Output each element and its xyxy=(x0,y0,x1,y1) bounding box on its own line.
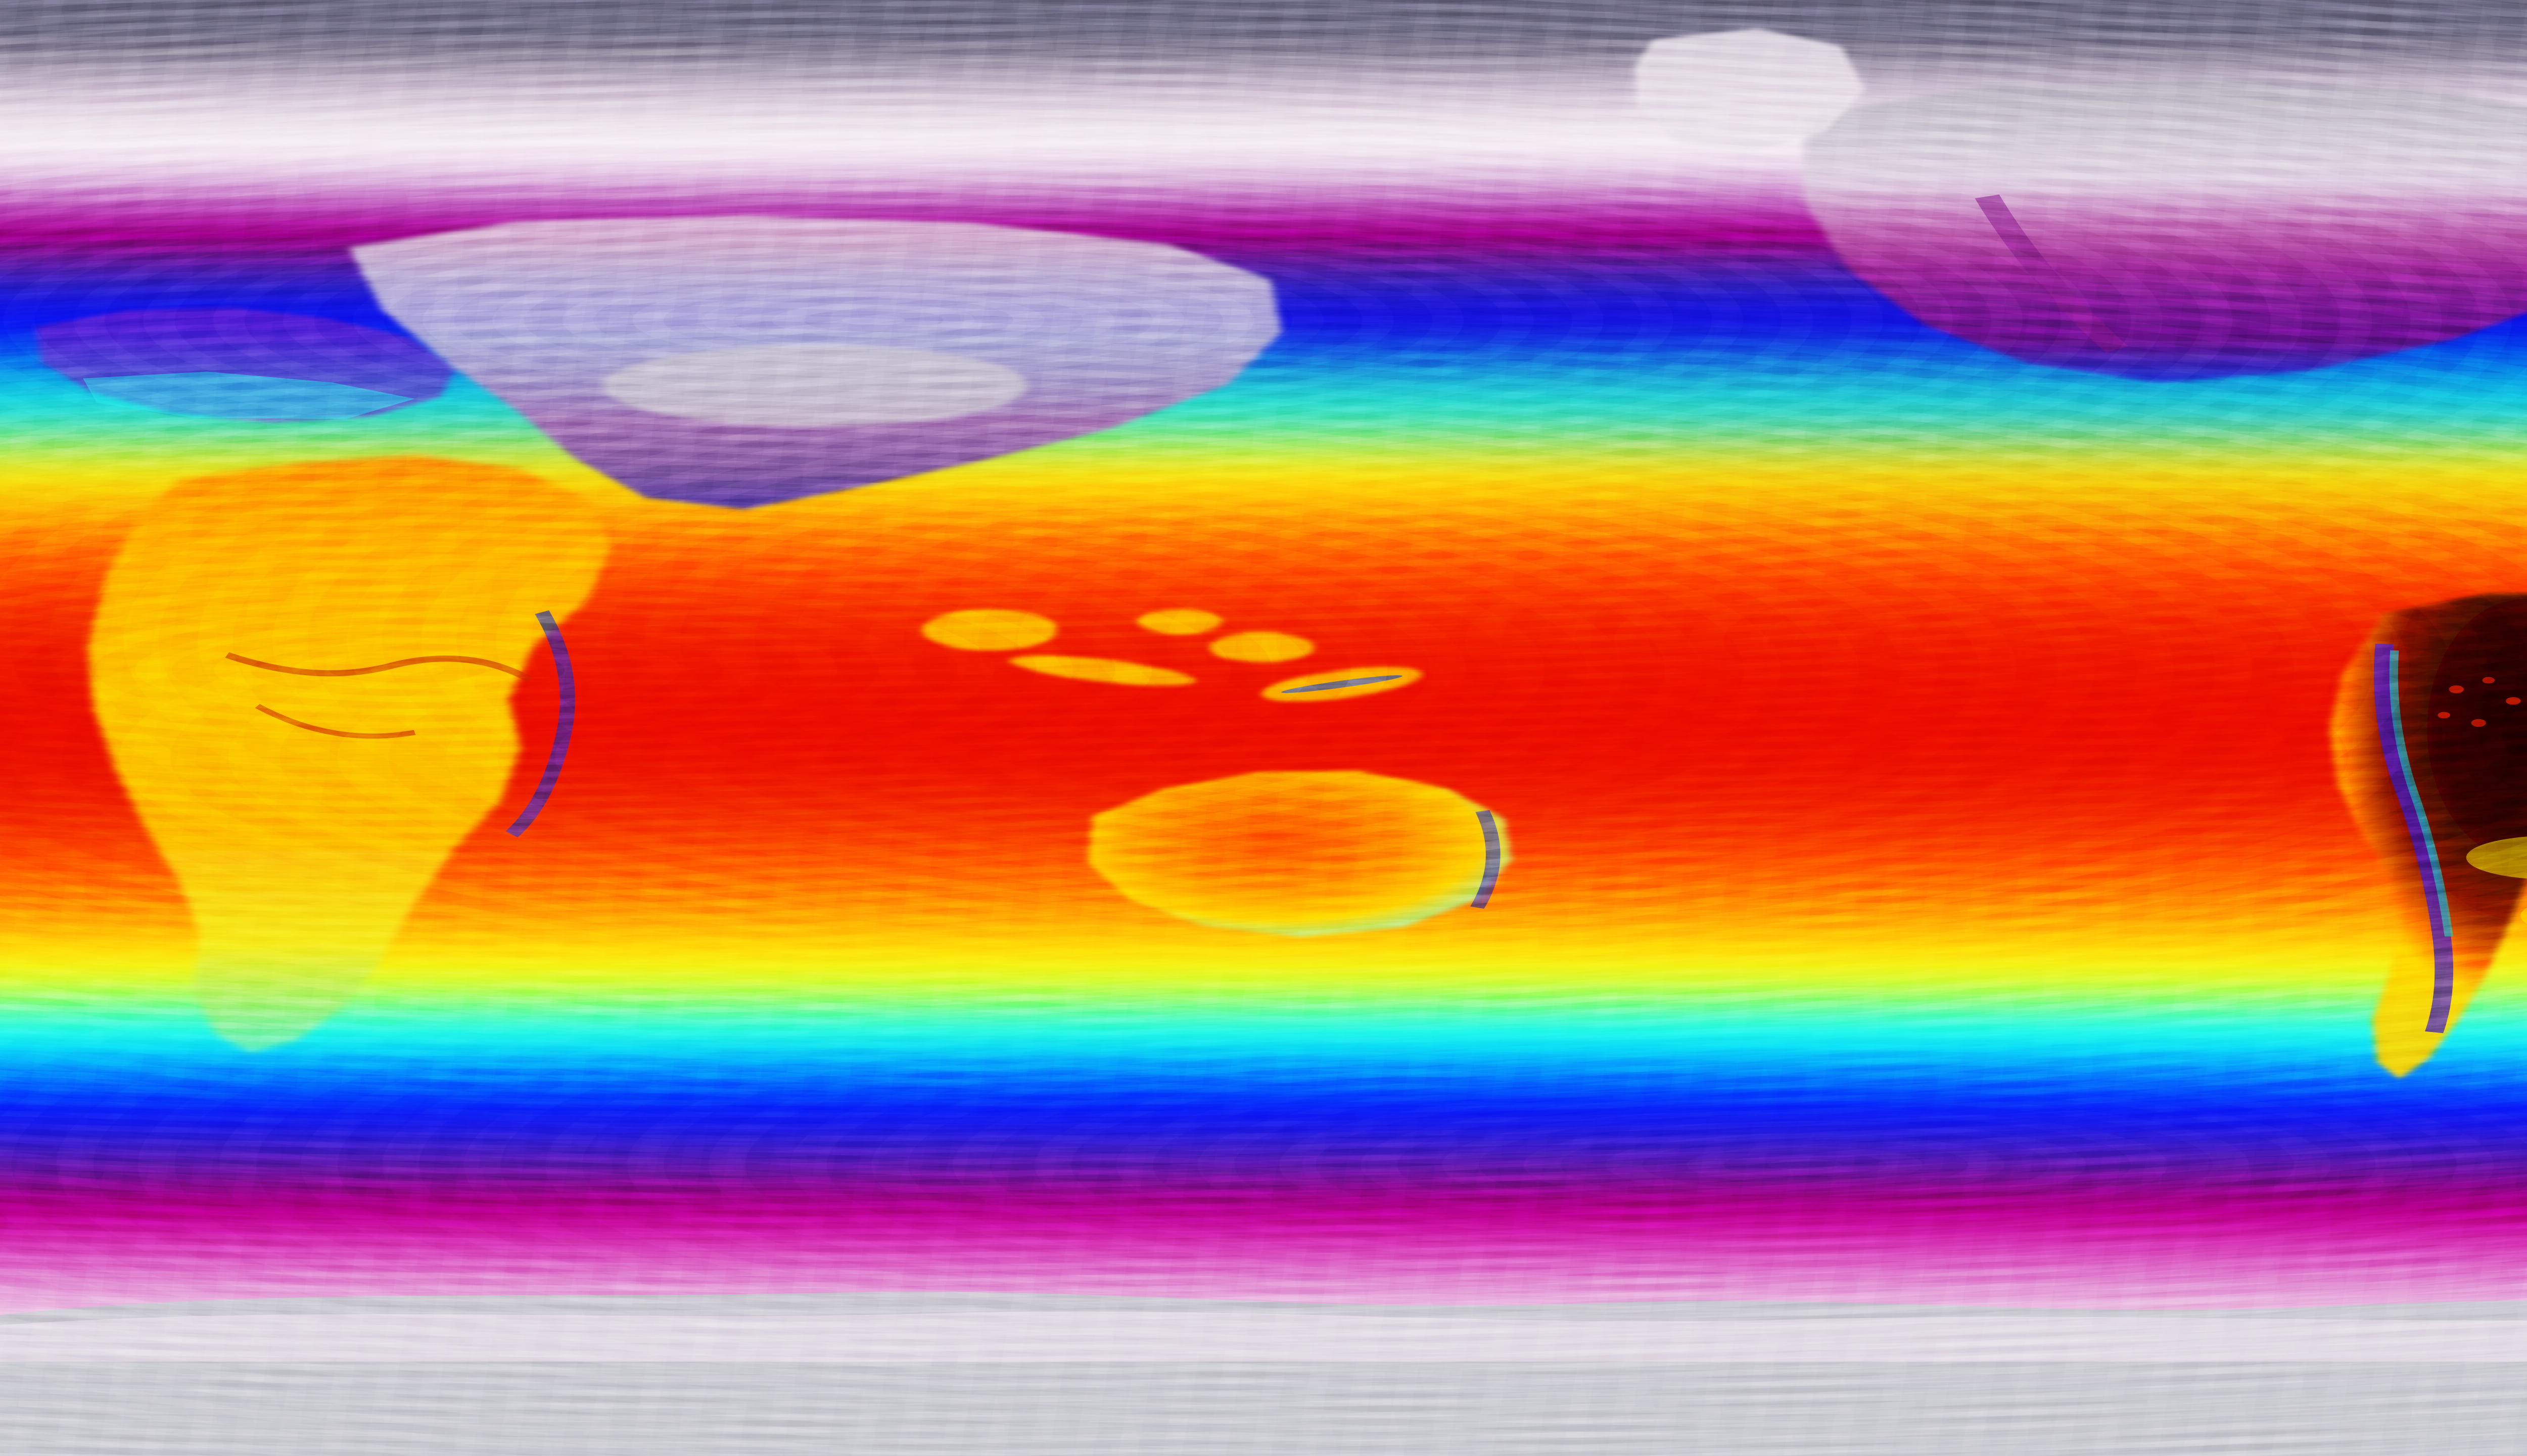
continent-south-america xyxy=(2271,553,2527,1136)
maritime-continent-islands xyxy=(903,582,1427,786)
continent-australia xyxy=(1019,728,1572,991)
continent-north-america xyxy=(1747,58,2527,495)
continent-africa xyxy=(0,349,757,1164)
continent-europe xyxy=(0,276,553,480)
greenland-ice-sheet xyxy=(1572,15,1921,175)
continent-asia xyxy=(320,204,1310,582)
continent-antarctica xyxy=(0,1252,2527,1456)
